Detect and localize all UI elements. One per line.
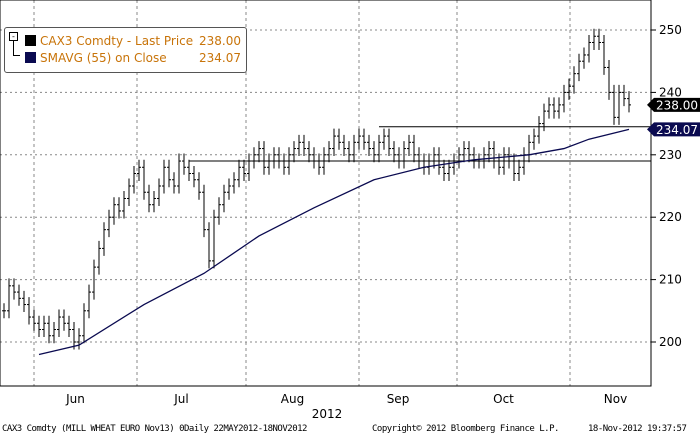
collapse-icon[interactable]: - [9, 32, 18, 41]
last-price-label-box [647, 97, 700, 112]
x-tick-label: Jun [65, 392, 85, 406]
legend-label: SMAVG (55) on Close [40, 51, 167, 65]
sma-value-label-box [647, 122, 700, 137]
legend-label: CAX3 Comdty - Last Price [40, 34, 194, 48]
sma-line [38, 128, 630, 356]
y-tick-label: 230 [659, 148, 682, 162]
plot-border [0, 0, 652, 387]
x-tick-label: Oct [493, 392, 514, 406]
swatch [25, 52, 36, 63]
footer-ticker: CAX3 Comdty (MILL WHEAT EURO Nov13) 0Dai… [2, 424, 307, 434]
x-tick-label: Nov [604, 392, 627, 406]
tree-connector [13, 41, 20, 56]
y-tick-label: 210 [659, 273, 682, 287]
y-tick-label: 220 [659, 210, 682, 224]
x-tick-label: Aug [281, 392, 304, 406]
sma-value-label: 234.07 [656, 123, 698, 137]
y-tick-label: 250 [659, 23, 682, 37]
x-tick-label: Sep [387, 392, 410, 406]
footer-copyright: Copyright© 2012 Bloomberg Finance L.P. [372, 424, 559, 434]
swatch [25, 35, 36, 46]
legend-item-last-price: CAX3 Comdty - Last Price 238.00 [25, 33, 243, 49]
legend-value: 234.07 [199, 51, 241, 65]
last-price-label: 238.00 [656, 98, 698, 112]
y-tick-label: 240 [659, 85, 682, 99]
y-tick-label: 200 [659, 335, 682, 349]
footer-timestamp: 18-Nov-2012 19:37:57 [588, 424, 687, 434]
legend-item-smavg: SMAVG (55) on Close 234.07 [25, 50, 243, 66]
x-tick-label: Jul [173, 392, 188, 406]
x-axis-label: 2012 [312, 407, 343, 421]
legend-value: 238.00 [199, 34, 241, 48]
legend: - CAX3 Comdty - Last Price 238.00 SMAVG … [4, 27, 247, 73]
